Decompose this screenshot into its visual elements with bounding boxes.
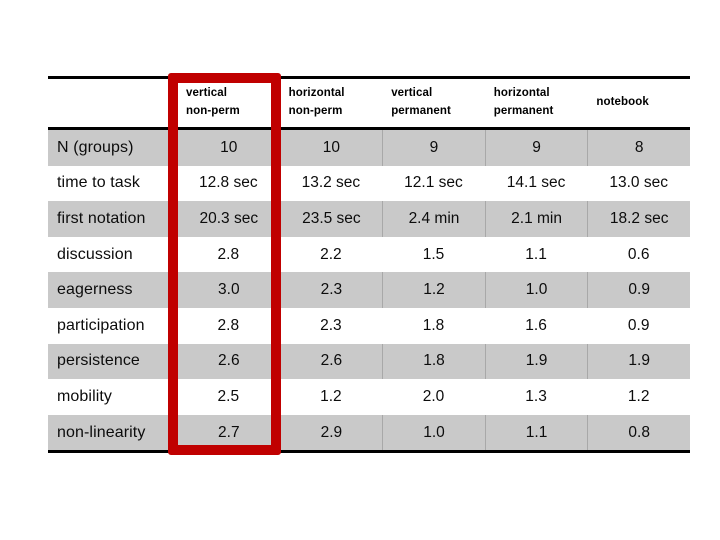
table-cell: 2.7 bbox=[177, 414, 280, 451]
corner-cell bbox=[48, 79, 177, 127]
table-cell: 2.0 bbox=[422, 387, 445, 405]
table-cell: 0.9 bbox=[587, 272, 690, 308]
row-label-n-groups: N (groups) bbox=[57, 138, 134, 156]
table-cell: 2.8 bbox=[217, 245, 240, 263]
table-cell: 23.5 sec bbox=[279, 201, 383, 237]
row-label-mobility: mobility bbox=[57, 387, 113, 405]
row-label-discussion: discussion bbox=[57, 245, 133, 263]
table-cell: 1.0 bbox=[382, 414, 485, 451]
table-row: mobility 2.5 1.2 2.0 1.3 1.2 bbox=[48, 379, 690, 415]
table-row: time to task 12.8 sec 13.2 sec 12.1 sec … bbox=[48, 166, 690, 202]
column-header-notebook: notebook bbox=[596, 96, 649, 109]
table-cell: 0.9 bbox=[627, 316, 650, 334]
table-row: first notation 20.3 sec 23.5 sec 2.4 min… bbox=[48, 201, 690, 237]
table-cell: 2.8 bbox=[217, 316, 240, 334]
table-cell: 1.9 bbox=[587, 343, 690, 380]
table-row: participation 2.8 2.3 1.8 1.6 0.9 bbox=[48, 308, 690, 344]
table-cell: 2.5 bbox=[217, 387, 240, 405]
table-cell: 18.2 sec bbox=[587, 201, 690, 237]
table-cell: 0.8 bbox=[587, 414, 690, 451]
table-cell: 14.1 sec bbox=[506, 174, 566, 192]
table-cell: 8 bbox=[587, 130, 690, 166]
results-table: vertical non-perm horizontal non-perm ve… bbox=[48, 76, 690, 454]
row-label-eagerness: eagerness bbox=[57, 281, 133, 299]
column-header-vertical-non-perm: vertical non-perm bbox=[186, 87, 240, 117]
row-label-time-to-task: time to task bbox=[57, 174, 141, 192]
table-cell: 1.1 bbox=[525, 245, 547, 263]
table-cell: 1.9 bbox=[484, 343, 588, 380]
table-cell: 10 bbox=[279, 130, 383, 166]
table-cell: 1.5 bbox=[422, 245, 445, 263]
table-cell: 1.1 bbox=[484, 414, 588, 451]
table-cell: 1.2 bbox=[320, 387, 342, 405]
table-cell: 1.0 bbox=[484, 272, 588, 308]
table-cell: 2.2 bbox=[320, 245, 342, 263]
column-header-horizontal-permanent: horizontal permanent bbox=[493, 87, 554, 117]
column-header-vertical-permanent: vertical permanent bbox=[391, 87, 451, 117]
table-cell: 2.9 bbox=[279, 414, 383, 451]
table-cell: 12.1 sec bbox=[404, 174, 463, 192]
table-row: N (groups) 10 10 9 9 8 bbox=[48, 130, 690, 166]
table-cell: 13.0 sec bbox=[609, 174, 668, 192]
table-cell: 12.8 sec bbox=[198, 174, 258, 192]
table-cell: 10 bbox=[177, 130, 280, 166]
table-row: non-linearity 2.7 2.9 1.0 1.1 0.8 bbox=[48, 414, 690, 451]
row-label-non-linearity: non-linearity bbox=[57, 423, 146, 441]
table-cell: 1.8 bbox=[422, 316, 445, 334]
table-cell: 20.3 sec bbox=[177, 201, 280, 237]
table-cell: 1.3 bbox=[525, 387, 547, 405]
table-cell: 9 bbox=[382, 130, 485, 166]
table-cell: 1.8 bbox=[382, 343, 485, 380]
table-cell: 2.4 min bbox=[382, 201, 485, 237]
table-cell: 13.2 sec bbox=[301, 174, 361, 192]
table-row: persistence 2.6 2.6 1.8 1.9 1.9 bbox=[48, 343, 690, 380]
row-label-persistence: persistence bbox=[57, 352, 140, 370]
row-label-first-notation: first notation bbox=[57, 209, 146, 227]
column-header-horizontal-non-perm: horizontal non-perm bbox=[288, 87, 345, 117]
table-row: eagerness 3.0 2.3 1.2 1.0 0.9 bbox=[48, 272, 690, 308]
table-cell: 1.2 bbox=[627, 387, 650, 405]
table-cell: 0.6 bbox=[627, 245, 650, 263]
table-header-row: vertical non-perm horizontal non-perm ve… bbox=[48, 79, 690, 130]
table-row: discussion 2.8 2.2 1.5 1.1 0.6 bbox=[48, 237, 690, 273]
table-cell: 2.3 bbox=[320, 316, 342, 334]
row-label-participation: participation bbox=[57, 316, 145, 334]
table-cell: 2.1 min bbox=[484, 201, 588, 237]
table-cell: 3.0 bbox=[177, 272, 280, 308]
table-cell: 2.6 bbox=[177, 343, 280, 380]
table-cell: 1.6 bbox=[525, 316, 547, 334]
table-cell: 9 bbox=[484, 130, 588, 166]
table-cell: 2.3 bbox=[279, 272, 383, 308]
table-cell: 1.2 bbox=[382, 272, 485, 308]
table-cell: 2.6 bbox=[279, 343, 383, 380]
